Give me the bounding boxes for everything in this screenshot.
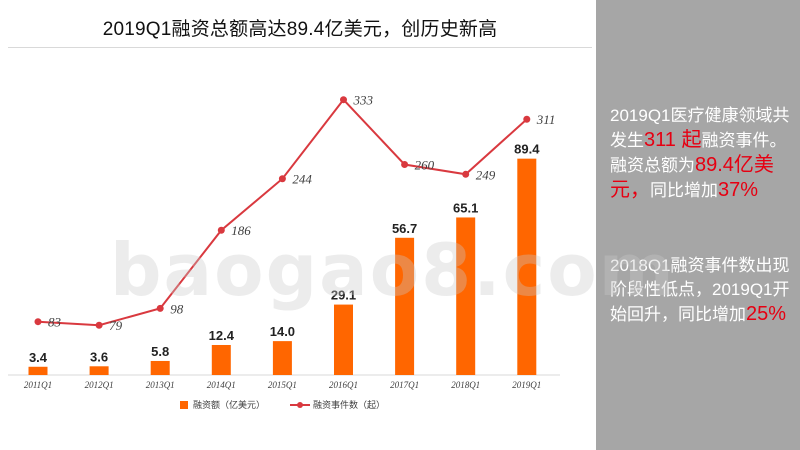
bar-label-2011Q1: 3.4 (29, 350, 48, 365)
summary-panel (596, 0, 800, 450)
bar-label-2019Q1: 89.4 (514, 142, 540, 157)
event-label-2013Q1: 98 (170, 301, 184, 316)
legend-swatch-events-dot (297, 402, 303, 408)
bar-label-2014Q1: 12.4 (209, 328, 235, 343)
bar-label-2017Q1: 56.7 (392, 221, 417, 236)
summary-2-highlight-pct: 25% (746, 303, 787, 325)
summary-1-highlight-pct: 37% (718, 179, 759, 201)
event-point-2017Q1 (401, 161, 409, 169)
summary-1-highlight-count: 311 起 (644, 129, 702, 151)
bar-2019Q1 (517, 158, 537, 375)
summary-1-b: 融资事件。融资总额为 (610, 131, 787, 175)
x-tick-2017Q1: 2017Q1 (390, 380, 419, 390)
event-label-2014Q1: 186 (231, 223, 251, 238)
legend-label-funding: 融资额（亿美元） (193, 399, 265, 410)
bar-label-2012Q1: 3.6 (90, 349, 108, 364)
summary-1-highlight-amount: 89.4亿美元， (610, 154, 774, 201)
x-tick-2013Q1: 2013Q1 (146, 380, 175, 390)
x-tick-2012Q1: 2012Q1 (85, 380, 114, 390)
x-tick-2016Q1: 2016Q1 (329, 380, 358, 390)
summary-text-1: 2019Q1医疗健康领域共发生311 起融资事件。融资总额为89.4亿美元，同比… (610, 104, 798, 203)
legend-swatch-funding (180, 401, 188, 409)
event-label-2017Q1: 260 (415, 158, 435, 173)
event-point-2011Q1 (34, 318, 42, 326)
bar-2018Q1 (456, 217, 476, 375)
event-point-2019Q1 (523, 115, 531, 123)
bar-2017Q1 (395, 237, 415, 375)
event-point-2014Q1 (217, 226, 225, 234)
event-point-2015Q1 (278, 175, 286, 183)
bar-label-2018Q1: 65.1 (453, 200, 478, 215)
event-point-2012Q1 (95, 321, 103, 329)
funding-chart: 3.4 2011Q1 3.6 2012Q1 5.8 2013Q1 12.4 2014Q1 14.… (8, 93, 560, 410)
bar-2014Q1 (211, 344, 231, 375)
event-label-2018Q1: 249 (476, 167, 496, 182)
event-label-2016Q1: 333 (353, 93, 374, 108)
event-point-2018Q1 (462, 170, 470, 178)
bar-label-2015Q1: 14.0 (270, 324, 295, 339)
x-tick-2015Q1: 2015Q1 (268, 380, 297, 390)
summary-1-a: 2019Q1医疗健康领域共发生 (610, 106, 790, 150)
event-label-2012Q1: 79 (109, 318, 123, 333)
event-label-2011Q1: 83 (48, 315, 62, 330)
event-point-2016Q1 (340, 96, 347, 104)
x-tick-2018Q1: 2018Q1 (451, 380, 480, 390)
bar-label-2013Q1: 5.8 (151, 344, 169, 359)
bar-2016Q1 (334, 304, 353, 375)
summary-1-c: 同比增加 (650, 181, 718, 200)
legend-label-events: 融资事件数（起） (313, 399, 385, 410)
x-tick-2014Q1: 2014Q1 (207, 380, 236, 390)
page-title: 2019Q1融资总额高达89.4亿美元，创历史新高 (102, 19, 498, 40)
bar-2015Q1 (272, 341, 292, 375)
summary-text-2: 2018Q1融资事件数出现阶段性低点，2019Q1开始回升，同比增加25% (610, 254, 798, 327)
event-label-2019Q1: 311 (536, 112, 556, 127)
bar-label-2016Q1: 29.1 (331, 288, 356, 303)
title-divider (8, 47, 592, 48)
bar-2011Q1 (28, 366, 48, 375)
bar-2012Q1 (89, 366, 109, 375)
x-tick-2011Q1: 2011Q1 (24, 380, 52, 390)
x-tick-2019Q1: 2019Q1 (512, 380, 541, 390)
event-point-2013Q1 (156, 304, 164, 312)
summary-2-a: 2018Q1融资事件数出现阶段性低点，2019Q1开始回升，同比增加 (610, 256, 790, 324)
event-label-2015Q1: 244 (292, 172, 312, 187)
bar-2013Q1 (150, 360, 170, 375)
